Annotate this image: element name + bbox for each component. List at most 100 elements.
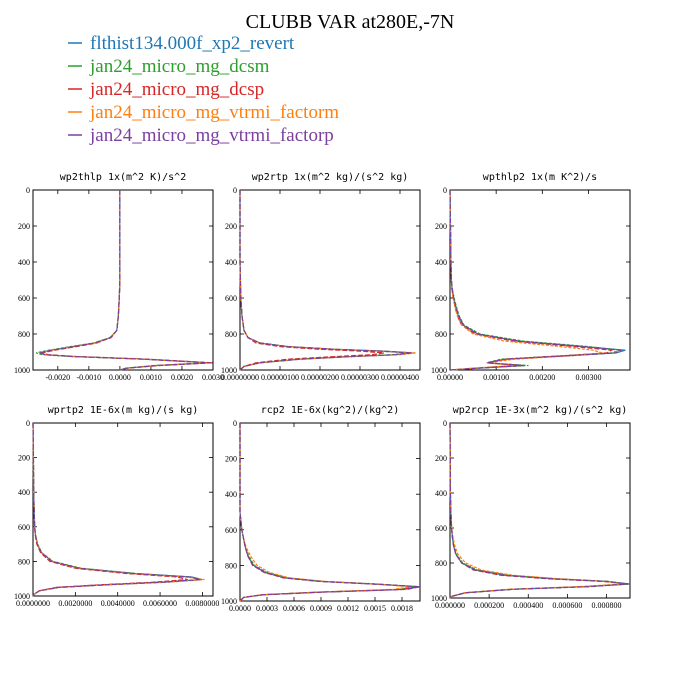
y-tick-label: 800 — [435, 330, 447, 339]
y-tick-label: 600 — [18, 294, 30, 303]
y-tick-label: 1000 — [431, 594, 447, 603]
y-tick-label: 0 — [233, 186, 237, 195]
y-tick-label: 0 — [443, 186, 447, 195]
chart-panel: rcp2 1E-6x(kg^2)/(kg^2) 0 200 400 600 800 1000… — [221, 405, 421, 613]
x-tick-label: 0.000000 — [435, 601, 465, 610]
y-tick-label: 200 — [225, 222, 237, 231]
legend-entry: jan24_micro_mg_vtrmi_factorp — [68, 125, 334, 146]
x-tick-label: 0.0012 — [337, 604, 359, 613]
y-tick-label: 600 — [435, 524, 447, 533]
chart-panel: wp2thlp 1x(m^2 K)/s^2 0 200 400 600 800 1000 -0… — [14, 172, 224, 382]
series-line — [32, 422, 188, 597]
series-line — [239, 423, 416, 602]
x-tick-label: 0.00200 — [529, 373, 555, 382]
y-tick-label: 200 — [435, 454, 447, 463]
y-tick-label: 1000 — [221, 597, 237, 606]
series-line — [449, 189, 623, 371]
panel-title: wprtp2 1E-6x(m kg)/(s kg) — [48, 405, 199, 416]
series-line — [239, 190, 413, 371]
panel-title: wp2rcp 1E-3x(m^2 kg)/(s^2 kg) — [453, 405, 628, 416]
x-tick-label: 0.00000100 — [261, 373, 299, 382]
y-tick-label: 0 — [233, 419, 237, 428]
y-tick-label: 1000 — [221, 366, 237, 375]
series-line — [239, 423, 419, 602]
x-tick-label: 0.0060000 — [143, 599, 177, 608]
legend-entry: jan24_micro_mg_dcsp — [68, 79, 264, 100]
series-line — [239, 190, 413, 371]
x-tick-label: 0.0080000 — [185, 599, 219, 608]
legend-label: jan24_micro_mg_vtrmi_factorm — [89, 102, 339, 123]
series-line — [239, 423, 412, 602]
legend-label: jan24_micro_mg_vtrmi_factorp — [89, 125, 334, 146]
x-tick-label: 0.0020 — [171, 373, 193, 382]
y-tick-label: 800 — [225, 561, 237, 570]
series-line — [39, 190, 210, 371]
x-tick-label: 0.0003 — [256, 604, 278, 613]
series-line — [239, 190, 417, 371]
x-tick-label: 0.0010 — [140, 373, 162, 382]
y-tick-label: 800 — [18, 330, 30, 339]
series-line — [449, 422, 631, 599]
y-tick-label: 600 — [435, 294, 447, 303]
series-line — [39, 190, 210, 371]
plot-frame — [449, 189, 631, 371]
x-tick-label: 0.00000400 — [381, 373, 419, 382]
panel-title: rcp2 1E-6x(kg^2)/(kg^2) — [261, 405, 399, 416]
x-tick-label: 0.00000200 — [301, 373, 339, 382]
x-tick-label: -0.0020 — [45, 373, 70, 382]
chart-panel: wp2rtp 1x(m^2 kg)/(s^2 kg) 0 200 400 600 800 1… — [221, 172, 421, 382]
x-tick-label: 0.0000 — [229, 604, 251, 613]
series-line — [449, 422, 623, 599]
series-line — [239, 190, 409, 371]
y-tick-label: 800 — [18, 557, 30, 566]
x-tick-label: 0.00100 — [483, 373, 509, 382]
y-tick-label: 400 — [435, 489, 447, 498]
y-tick-label: 400 — [18, 488, 30, 497]
x-tick-label: 0.0000000 — [16, 599, 50, 608]
y-tick-label: 400 — [225, 258, 237, 267]
y-tick-label: 200 — [18, 454, 30, 463]
legend-label: flthist134.000f_xp2_revert — [90, 33, 295, 54]
series-line — [449, 422, 629, 599]
y-tick-label: 600 — [18, 523, 30, 532]
x-tick-label: 0.0000 — [109, 373, 131, 382]
y-tick-label: 800 — [225, 330, 237, 339]
legend-entry: jan24_micro_mg_vtrmi_factorm — [68, 102, 339, 123]
y-tick-label: 400 — [435, 258, 447, 267]
series-line — [449, 189, 603, 371]
panel-title: wpthlp2 1x(m K^2)/s — [483, 172, 597, 183]
chart-panel: wp2rcp 1E-3x(m^2 kg)/(s^2 kg) 0 200 400 600 8… — [431, 405, 631, 610]
y-tick-label: 0 — [26, 419, 30, 428]
legend-label: jan24_micro_mg_dcsp — [89, 79, 264, 100]
series-line — [32, 422, 201, 597]
y-tick-label: 400 — [225, 490, 237, 499]
chart-panel: wpthlp2 1x(m K^2)/s020040060080010000.00… — [431, 172, 631, 382]
series-line — [449, 422, 629, 599]
x-tick-label: 0.000200 — [474, 601, 504, 610]
panel-title: wp2rtp 1x(m^2 kg)/(s^2 kg) — [252, 172, 409, 183]
series-line — [449, 422, 627, 599]
chart-panel: wprtp2 1E-6x(m kg)/(s kg) 0 200 400 600 800 10… — [14, 405, 219, 608]
plot-frame — [239, 422, 421, 602]
series-line — [239, 423, 421, 602]
series-line — [32, 422, 205, 597]
y-tick-label: 0 — [26, 186, 30, 195]
x-tick-label: 0.00000 — [437, 373, 463, 382]
chart-panels: wp2thlp 1x(m^2 K)/s^2 0 200 400 600 800 1000 -0… — [14, 172, 631, 613]
plot-frame — [239, 189, 421, 371]
y-tick-label: 600 — [225, 294, 237, 303]
x-tick-label: 0.0015 — [364, 604, 386, 613]
series-line — [32, 422, 201, 597]
panel-title: wp2thlp 1x(m^2 K)/s^2 — [60, 172, 186, 183]
series-line — [449, 189, 614, 371]
y-tick-label: 1000 — [14, 366, 30, 375]
y-tick-label: 800 — [435, 559, 447, 568]
x-tick-label: 0.0020000 — [58, 599, 92, 608]
y-tick-label: 0 — [443, 419, 447, 428]
x-tick-label: -0.0010 — [77, 373, 102, 382]
legend-entry: flthist134.000f_xp2_revert — [68, 33, 295, 54]
x-tick-label: 0.0040000 — [101, 599, 135, 608]
x-tick-label: 0.000400 — [513, 601, 543, 610]
plot-frame — [449, 422, 631, 599]
